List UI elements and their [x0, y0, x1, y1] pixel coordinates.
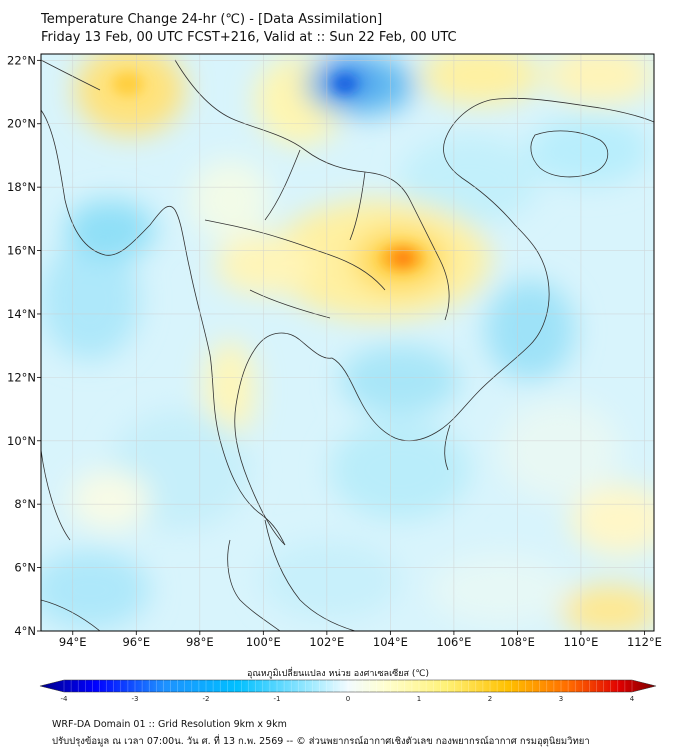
lon-tick-label: 102°E	[309, 635, 344, 649]
lat-tick-label: 20°N	[7, 117, 36, 131]
lat-tick-label: 14°N	[7, 307, 36, 321]
lon-tick-label: 112°E	[627, 635, 662, 649]
lat-tick-label: 22°N	[7, 53, 36, 67]
map-frame	[40, 53, 655, 632]
lon-tick-label: 110°E	[563, 635, 598, 649]
latitude-ticks: 22°N 20°N 18°N 16°N 14°N 12°N 10°N 8°N 6°N 4°N	[7, 53, 41, 638]
lon-tick-label: 98°E	[186, 635, 214, 649]
colorbar-tick-label: 2	[488, 695, 492, 703]
longitude-ticks: 94°E 96°E 98°E 100°E 102°E 104°E 106°E 108°E 110…	[59, 631, 662, 649]
map-title: Temperature Change 24-hr (℃) - [Data Ass…	[41, 12, 383, 27]
colorbar-ticks: -4 -3 -2 -1 0 1 2 3 4	[61, 695, 635, 703]
lat-tick-label: 8°N	[14, 497, 36, 511]
lat-tick-label: 12°N	[7, 370, 36, 384]
colorbar-tick-label: 1	[417, 695, 421, 703]
lat-tick-label: 10°N	[7, 434, 36, 448]
footer-credit: ปรับปรุงข้อมูล ณ เวลา 07:00น. วัน ศ. ที่…	[52, 736, 590, 747]
lon-tick-label: 100°E	[246, 635, 281, 649]
colorbar-tick-label: -1	[274, 695, 281, 703]
colorbar-tick-label: 0	[346, 695, 350, 703]
colorbar-tick-label: 3	[559, 695, 563, 703]
lon-tick-label: 96°E	[122, 635, 150, 649]
lon-tick-label: 106°E	[436, 635, 471, 649]
footer-model-info: WRF-DA Domain 01 :: Grid Resolution 9km …	[52, 719, 287, 730]
map-subtitle: Friday 13 Feb, 00 UTC FCST+216, Valid at…	[41, 30, 457, 45]
temperature-field	[41, 54, 654, 631]
lat-tick-label: 6°N	[14, 561, 36, 575]
lon-tick-label: 104°E	[373, 635, 408, 649]
lon-tick-label: 94°E	[59, 635, 87, 649]
lat-tick-label: 18°N	[7, 180, 36, 194]
colorbar: -4 -3 -2 -1 0 1 2 3 4	[39, 679, 657, 703]
lon-tick-label: 108°E	[500, 635, 535, 649]
colorbar-tick-label: -3	[132, 695, 139, 703]
colorbar-label: อุณหภูมิเปลี่ยนแปลง หน่วย องศาเซลเซียส (…	[246, 669, 430, 679]
colorbar-tick-label: -4	[61, 695, 69, 703]
coastlines	[41, 59, 654, 631]
lat-tick-label: 16°N	[7, 244, 36, 258]
lat-tick-label: 4°N	[14, 624, 36, 638]
colorbar-tick-label: 4	[630, 695, 635, 703]
colorbar-tick-label: -2	[203, 695, 210, 703]
